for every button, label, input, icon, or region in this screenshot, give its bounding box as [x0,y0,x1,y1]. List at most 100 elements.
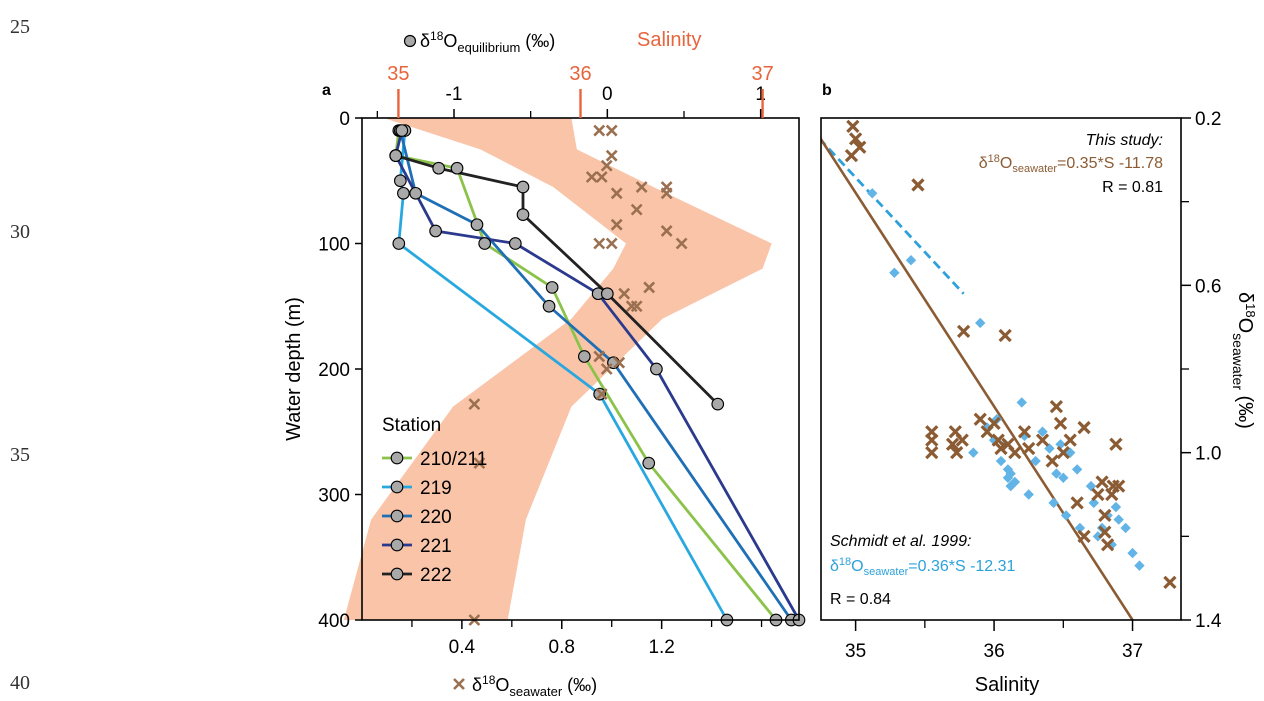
equilibrium-point [432,161,446,175]
line-number-40: 40 [10,672,30,694]
this-study-point [1112,479,1126,493]
this-study-point [1098,508,1112,523]
schmidt-point [995,455,1007,467]
this-study-equation: δ18Oseawater=0.35*S -11.78 [979,153,1163,175]
salinity-tick-label: 37 [751,63,773,85]
schmidt-point [1106,539,1117,550]
d18o-tick-label: 1.4 [1195,611,1222,632]
equilibrium-point [393,174,407,188]
equilibrium-point [409,186,423,200]
right-label-sub: seawater [1230,333,1246,390]
seawater-label-sub: seawater [509,684,562,699]
schmidt-point [1009,476,1021,488]
seawater-point [675,237,688,250]
salinity-tick-label: 37 [1122,641,1143,662]
this-study-point [844,149,859,163]
seawater-point [660,225,673,237]
this-study-point [848,132,863,146]
seawater-point [630,203,643,216]
equilibrium-label-sub: equilibrium [457,40,520,55]
schmidt-equation: δ18Oseawater=0.36*S -12.31 [830,556,1016,578]
this-study-point [1053,416,1068,431]
equilibrium-point [470,218,484,232]
salinity-range-band [343,118,772,620]
seawater-point [605,124,618,137]
salinity-axis-label: Salinity [637,29,701,51]
legend-swatch-marker [390,480,404,494]
legend-item-210-211: 210/211 [382,449,487,470]
schmidt-point [1092,531,1104,542]
schmidt-heading: Schmidt et al. 1999: [830,533,971,550]
salinity-axis: 35 36 37 [387,63,774,118]
seawater-axis-label: δ18Oseawater (‰) [453,673,597,699]
legend-title: Station [382,415,441,436]
svg-text:δ18Oequilibrium (‰): δ18Oequilibrium (‰) [420,29,555,55]
schmidt-point [975,317,986,329]
line-numbers: 25 30 35 40 [10,16,30,694]
equilibrium-point [508,237,522,250]
this-study-eq-sup: 18 [988,153,1000,165]
equilibrium-tick-label: -1 [446,84,463,105]
schmidt-point [1088,497,1099,509]
schmidt-point [1060,510,1072,521]
this-study-eq-base: δ [979,155,988,172]
equilibrium-label-base: δ [420,31,430,51]
equilibrium-point [711,397,725,411]
legend-item-220: 220 [382,507,452,528]
regression-lines [821,136,1134,620]
schmidt-point [1055,439,1066,450]
this-study-point [846,119,860,133]
equilibrium-point [593,387,607,401]
equilibrium-point [650,362,663,376]
this-study-annotation: This study: δ18Oseawater=0.35*S -11.78 R… [979,132,1163,196]
legend-swatch-marker [390,451,404,465]
equilibrium-point [397,186,410,200]
equilibrium-point [577,350,591,363]
seawater-point [468,398,481,411]
equilibrium-point [600,287,614,301]
this-study-point [911,178,925,192]
schmidt-point [1051,468,1062,479]
equilibrium-axis: -1 0 1 [376,84,766,118]
equilibrium-tick-label: 0 [602,84,613,105]
d18o-right-axis: 0.2 0.6 1.0 1.4 [1181,109,1222,632]
depth-tick-label: 100 [318,235,350,256]
equilibrium-point [516,208,530,221]
legend-label: 219 [420,478,452,499]
this-study-point [956,324,971,338]
depth-axis-label: Water depth (m) [283,297,305,441]
seawater-point [593,237,606,250]
schmidt-point [1005,468,1016,479]
schmidt-point [905,255,917,266]
equilibrium-axis-label: δ18Oequilibrium (‰) [403,29,555,55]
salinity-tick-label: 36 [984,641,1005,662]
this-study-point [945,437,960,451]
schmidt-eq-sup: 18 [839,556,851,568]
schmidt-point [1016,397,1027,408]
salinity-tick-label: 36 [569,63,591,85]
equilibrium-point [392,237,406,250]
equilibrium-point [450,161,464,175]
this-study-point [1017,425,1032,439]
this-study-r: R = 0.81 [1102,179,1163,196]
seawater-tick-label: 0.4 [449,637,476,658]
panel-a: a 0 100 200 300 400 0.4 0.8 1.2 -1 0 1 35 36 37 Wa… [283,29,806,699]
this-study-point [925,433,939,447]
schmidt-regression-line [821,138,965,295]
seawater-point [610,187,623,200]
seawater-label-base: δ [472,675,482,695]
schmidt-point [1005,480,1016,492]
schmidt-r: R = 0.84 [830,591,891,608]
this-study-point [1091,487,1105,502]
d18o-tick-label: 0.2 [1195,109,1221,130]
schmidt-point [889,267,900,278]
equilibrium-point [395,124,409,137]
salinity-bottom-axis: 35 36 37 [845,620,1143,662]
legend-item-222: 222 [382,565,452,586]
right-label-base: δ [1234,292,1256,303]
this-study-point [950,446,964,460]
seawater-point [605,149,618,162]
equilibrium-point [545,281,559,294]
salinity-tick-label: 35 [387,63,409,85]
equilibrium-label-main: O [443,31,457,51]
